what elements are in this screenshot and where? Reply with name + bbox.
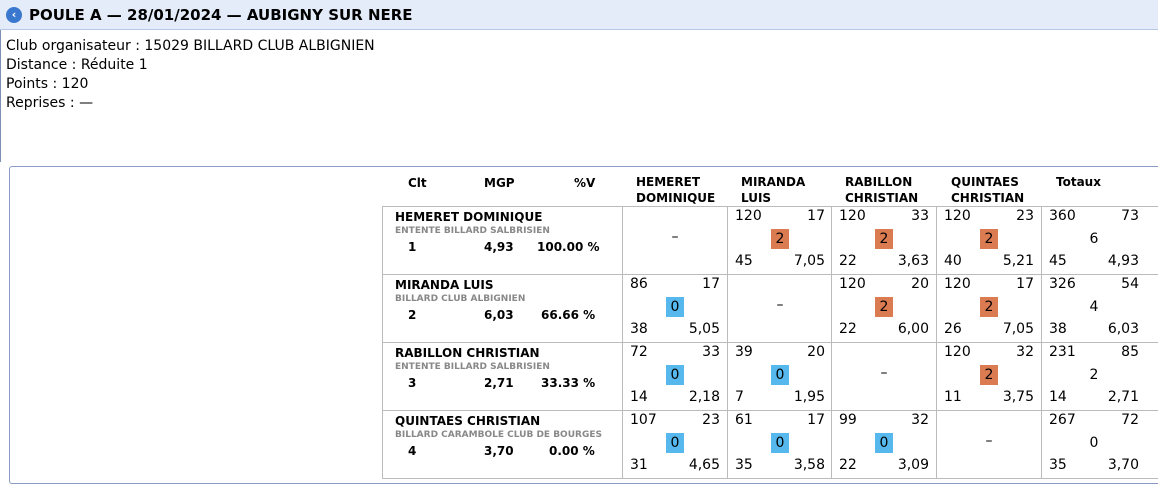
totals-cell: 326 54 4 38 6,03 [1049,276,1139,337]
player-mgp: 3,70 [484,444,514,458]
player-rank: 3 [408,376,417,390]
grid-line [622,206,623,479]
match-points-badge: 2 [875,229,893,249]
results-panel [9,166,1158,484]
match-cell-empty: – [671,229,679,245]
player-club: ENTENTE BILLARD SALBRISIEN [395,226,550,236]
match-cell: 120 17 2 26 7,05 [944,276,1034,337]
match-cell-empty: – [880,365,888,381]
match-points-badge: 2 [980,365,998,385]
match-points-badge: 0 [771,365,789,385]
player-club: ENTENTE BILLARD SALBRISIEN [395,362,550,372]
player-win-pct: 33.33 % [541,376,596,390]
organizer-club: Club organisateur : 15029 BILLARD CLUB A… [6,38,375,54]
page-header: ‹ POULE A — 28/01/2024 — AUBIGNY SUR NER… [0,0,1158,30]
player-win-pct: 66.66 % [541,308,596,322]
grid-line [382,478,1158,479]
totals-cell: 360 73 6 45 4,93 [1049,208,1139,269]
grid-line [382,342,1158,343]
match-points-badge: 2 [980,229,998,249]
grid-line [727,206,728,479]
col-header-player-4: QUINTAES CHRISTIAN [951,175,1025,205]
grid-line [382,410,1158,411]
grid-line [382,274,1158,275]
player-name: RABILLON CHRISTIAN [395,346,540,360]
match-cell-empty: – [985,433,993,449]
col-header-pv: %V [574,176,596,190]
col-header-player-1: HEMERET DOMINIQUE [636,175,716,205]
match-points-badge: 0 [666,297,684,317]
match-cell: 72 33 0 14 2,18 [630,344,720,405]
match-points-badge: 0 [666,365,684,385]
match-points-badge: 2 [980,297,998,317]
match-cell: 120 33 2 22 3,63 [839,208,929,269]
match-points-badge: 0 [771,433,789,453]
match-cell: 120 20 2 22 6,00 [839,276,929,337]
match-points-badge: 2 [771,229,789,249]
reprises: Reprises : — [6,95,94,111]
col-header-clt: Clt [408,176,427,190]
match-cell: 61 17 0 35 3,58 [735,412,825,473]
match-cell: 99 32 0 22 3,09 [839,412,929,473]
grid-line [831,206,832,479]
player-mgp: 2,71 [484,376,514,390]
match-cell: 86 17 0 38 5,05 [630,276,720,337]
points: Points : 120 [6,76,89,92]
player-club: BILLARD CLUB ALBIGNIEN [395,294,526,304]
col-header-mgp: MGP [484,176,515,190]
left-border [0,30,1,162]
player-name: HEMERET DOMINIQUE [395,210,543,224]
pool-info: Club organisateur : 15029 BILLARD CLUB A… [6,37,375,113]
grid-line [1041,206,1042,479]
match-points-badge: 2 [875,297,893,317]
match-points-badge: 0 [875,433,893,453]
match-cell: 120 32 2 11 3,75 [944,344,1034,405]
player-win-pct: 0.00 % [549,444,595,458]
col-header-totaux: Totaux [1056,175,1101,189]
player-name: QUINTAES CHRISTIAN [395,414,541,428]
distance: Distance : Réduite 1 [6,57,148,73]
totals-cell: 267 72 0 35 3,70 [1049,412,1139,473]
match-cell: 39 20 0 7 1,95 [735,344,825,405]
match-cell: 120 17 2 45 7,05 [735,208,825,269]
player-mgp: 4,93 [484,240,514,254]
back-arrow-icon[interactable]: ‹ [6,7,22,23]
player-rank: 4 [408,444,417,458]
match-cell-empty: – [776,297,784,313]
player-rank: 1 [408,240,417,254]
match-cell: 120 23 2 40 5,21 [944,208,1034,269]
col-header-player-3: RABILLON CHRISTIAN [845,175,919,205]
player-mgp: 6,03 [484,308,514,322]
match-cell: 107 23 0 31 4,65 [630,412,720,473]
player-win-pct: 100.00 % [537,240,600,254]
player-rank: 2 [408,308,417,322]
grid-line [382,206,1158,207]
match-points-badge: 0 [666,433,684,453]
grid-line [936,206,937,479]
player-club: BILLARD CARAMBOLE CLUB DE BOURGES [395,430,602,440]
page-title: POULE A — 28/01/2024 — AUBIGNY SUR NERE [29,6,413,24]
totals-cell: 231 85 2 14 2,71 [1049,344,1139,405]
grid-line [382,206,383,479]
col-header-player-2: MIRANDA LUIS [741,175,806,205]
player-name: MIRANDA LUIS [395,278,494,292]
